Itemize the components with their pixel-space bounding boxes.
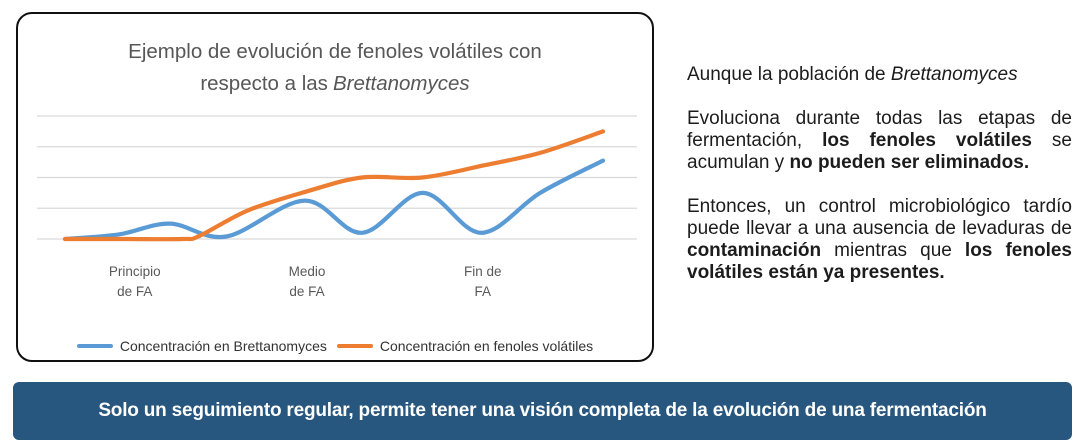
chart-card: Ejemplo de evolución de fenoles volátile… bbox=[16, 12, 654, 362]
legend-swatch-icon bbox=[336, 344, 373, 348]
text-segment: los fenoles volátiles bbox=[822, 130, 1032, 151]
text-segment: mientras que bbox=[821, 240, 965, 261]
chart-title: Ejemplo de evolución de fenoles volátile… bbox=[18, 36, 652, 100]
x-axis-labels: Principio de FA Medio de FA Fin de FA bbox=[37, 262, 637, 304]
series-line-1 bbox=[62, 129, 606, 242]
chart-title-line1: Ejemplo de evolución de fenoles volátile… bbox=[128, 40, 542, 63]
banner-text: Solo un seguimiento regular, permite ten… bbox=[98, 400, 987, 421]
chart-title-line2: respecto a las bbox=[200, 72, 328, 95]
x-axis-label: Medio de FA bbox=[288, 264, 326, 299]
text-segment: Entonces, un control microbiológico tard… bbox=[687, 196, 1072, 239]
paragraph: Aunque la población de Brettanomyces bbox=[687, 64, 1072, 86]
legend-swatch-icon bbox=[76, 344, 113, 348]
x-axis-label: Fin de FA bbox=[464, 264, 502, 299]
legend-label: Concentración en Brettanomyces bbox=[119, 338, 327, 354]
text-segment: contaminación bbox=[687, 240, 822, 261]
text-segment: se acumulan y bbox=[687, 130, 1072, 173]
legend-label: Concentración en fenoles volátiles bbox=[379, 338, 594, 354]
line-chart bbox=[37, 115, 637, 242]
text-segment: no pueden ser eliminados. bbox=[789, 152, 1030, 173]
paragraph: Evoluciona durante todas las etapas de f… bbox=[687, 108, 1072, 174]
series-line-0 bbox=[62, 158, 606, 242]
text-segment: Aunque la población de bbox=[687, 64, 891, 85]
paragraph: Entonces, un control microbiológico tard… bbox=[687, 196, 1072, 284]
plot-area bbox=[37, 108, 637, 248]
bottom-banner: Solo un seguimiento regular, permite ten… bbox=[13, 382, 1072, 440]
text-segment: los fenoles volátiles están ya presentes… bbox=[687, 240, 1072, 283]
text-segment: Evoluciona durante todas las etapas de f… bbox=[687, 108, 1072, 151]
text-segment: Brettanomyces bbox=[890, 64, 1018, 85]
explanation-text: Aunque la población de Brettanomyces Evol… bbox=[687, 64, 1072, 306]
chart-legend: Concentración en Brettanomyces Concentrac… bbox=[18, 338, 652, 354]
legend-entry-1: Concentración en fenoles volátiles bbox=[336, 338, 594, 354]
x-axis-label: Principio de FA bbox=[108, 264, 161, 299]
legend-entry-0: Concentración en Brettanomyces bbox=[76, 338, 327, 354]
chart-title-brettanomyces: Brettanomyces bbox=[332, 72, 470, 95]
